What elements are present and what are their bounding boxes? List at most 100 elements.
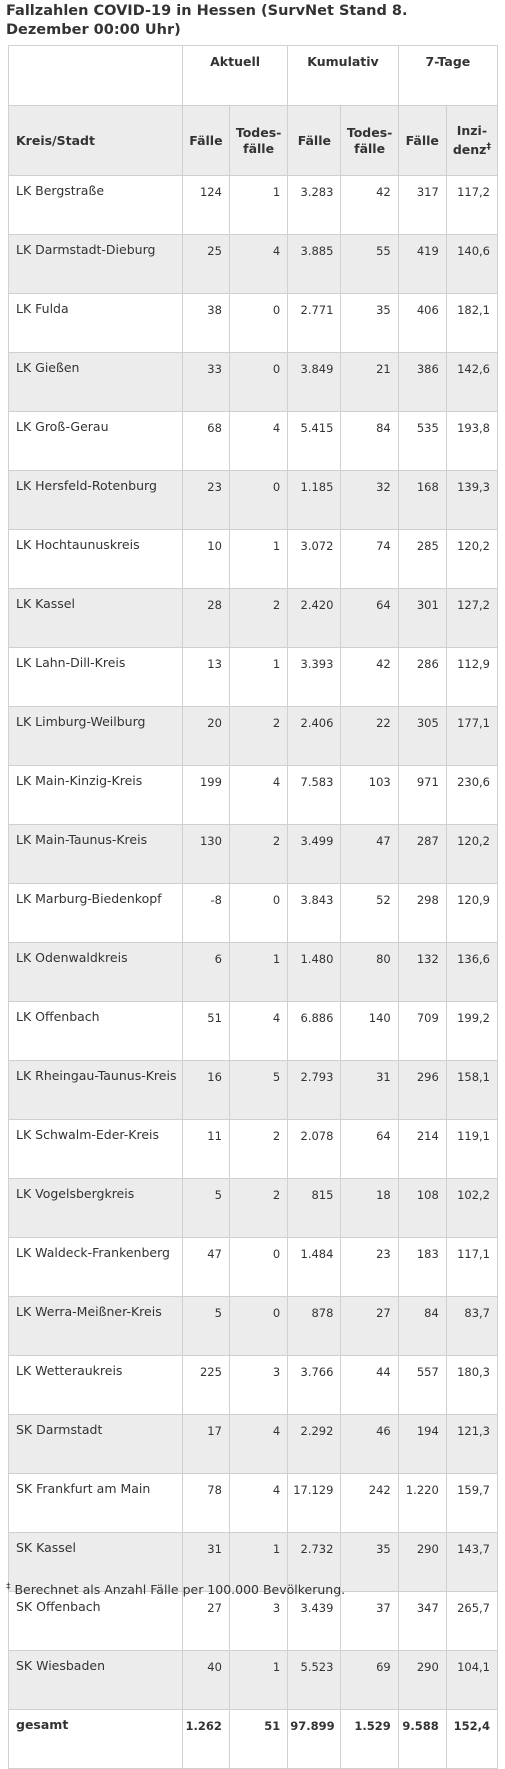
cell-aktuell-todesfaelle: 2 [228,706,289,766]
cell-7-tage-faelle: 406 [397,293,447,353]
cell-aktuell-todesfaelle: 1 [228,1650,289,1710]
table-row: LK Offenbach 51 4 6.886 140 709 199,2 [8,1001,499,1061]
cell-kumulativ-todesfaelle: 44 [340,1355,399,1415]
cell-kreis-stadt: gesamt [8,1709,183,1769]
cell-kreis-stadt: LK Main-Kinzig-Kreis [8,765,183,825]
cell-kumulativ-todesfaelle: 64 [340,1119,399,1179]
column-header-7-tage-faelle: Fälle [397,105,447,176]
cell-kumulativ-todesfaelle: 35 [340,293,399,353]
cell-aktuell-faelle: 68 [181,411,230,471]
cell-inzidenz: 119,1 [445,1119,499,1179]
cell-inzidenz: 177,1 [445,706,499,766]
column-header-inzidenz: Inzi-denz‡ [445,105,499,176]
cell-kumulativ-faelle: 1.480 [287,942,342,1002]
cell-7-tage-faelle: 296 [397,1060,447,1120]
cell-7-tage-faelle: 183 [397,1237,447,1297]
group-header-7-tage: 7-Tage [397,45,499,106]
cell-kumulativ-todesfaelle: 84 [340,411,399,471]
cell-7-tage-faelle: 347 [397,1591,447,1651]
cell-kreis-stadt: LK Waldeck-Frankenberg [8,1237,183,1297]
cell-kumulativ-faelle: 5.415 [287,411,342,471]
cell-7-tage-faelle: 108 [397,1178,447,1238]
table-row: LK Gießen 33 0 3.849 21 386 142,6 [8,352,499,412]
cell-kumulativ-faelle: 3.439 [287,1591,342,1651]
footnote-text: Berechnet als Anzahl Fälle per 100.000 B… [10,1582,346,1598]
table-row: LK Fulda 38 0 2.771 35 406 182,1 [8,293,499,353]
cell-kumulativ-faelle: 3.766 [287,1355,342,1415]
cell-inzidenz: 230,6 [445,765,499,825]
page-title: Fallzahlen COVID-19 in Hessen (SurvNet S… [6,3,408,38]
cell-kumulativ-todesfaelle: 140 [340,1001,399,1061]
group-header-row: Aktuell Kumulativ 7-Tage [8,45,499,106]
cell-kumulativ-faelle: 6.886 [287,1001,342,1061]
cell-kreis-stadt: SK Kassel [8,1532,183,1592]
column-header-kreis-stadt: Kreis/Stadt [8,105,183,176]
table-row: SK Frankfurt am Main 78 4 17.129 242 1.220 159… [8,1473,499,1533]
cell-kumulativ-faelle: 878 [287,1296,342,1356]
inzidenz-label: Inzi-denz [452,122,488,158]
cell-kumulativ-faelle: 2.732 [287,1532,342,1592]
table-row: LK Kassel 28 2 2.420 64 301 127,2 [8,588,499,648]
cell-kreis-stadt: LK Kassel [8,588,183,648]
table-row: LK Marburg-Biedenkopf -8 0 3.843 52 298 120,9 [8,883,499,943]
cell-kumulativ-faelle: 1.484 [287,1237,342,1297]
cell-kumulativ-faelle: 3.843 [287,883,342,943]
cell-aktuell-todesfaelle: 4 [228,1473,289,1533]
cell-inzidenz: 193,8 [445,411,499,471]
cell-7-tage-faelle: 132 [397,942,447,1002]
cell-inzidenz: 199,2 [445,1001,499,1061]
cell-aktuell-todesfaelle: 4 [228,411,289,471]
cell-aktuell-todesfaelle: 0 [228,1296,289,1356]
cell-kumulativ-todesfaelle: 42 [340,647,399,707]
table-body: LK Bergstraße 124 1 3.283 42 317 117,2 LK Darms… [8,175,499,1769]
cell-inzidenz: 120,2 [445,824,499,884]
cell-aktuell-faelle: 13 [181,647,230,707]
cell-kumulativ-todesfaelle: 1.529 [340,1709,399,1769]
cell-kumulativ-todesfaelle: 69 [340,1650,399,1710]
table-row: LK Hersfeld-Rotenburg 23 0 1.185 32 168 139,3 [8,470,499,530]
cell-kumulativ-todesfaelle: 27 [340,1296,399,1356]
cell-kreis-stadt: SK Offenbach [8,1591,183,1651]
cell-aktuell-todesfaelle: 4 [228,765,289,825]
cell-aktuell-todesfaelle: 4 [228,1414,289,1474]
cell-aktuell-faelle: 16 [181,1060,230,1120]
cell-kreis-stadt: LK Hersfeld-Rotenburg [8,470,183,530]
cell-kumulativ-faelle: 1.185 [287,470,342,530]
cell-kumulativ-todesfaelle: 18 [340,1178,399,1238]
cell-aktuell-todesfaelle: 0 [228,293,289,353]
cell-inzidenz: 140,6 [445,234,499,294]
cell-aktuell-faelle: 28 [181,588,230,648]
cell-aktuell-faelle: 40 [181,1650,230,1710]
table-row: LK Bergstraße 124 1 3.283 42 317 117,2 [8,175,499,235]
table-row: SK Darmstadt 17 4 2.292 46 194 121,3 [8,1414,499,1474]
cell-kumulativ-faelle: 5.523 [287,1650,342,1710]
cell-7-tage-faelle: 9.588 [397,1709,447,1769]
cell-kumulativ-faelle: 3.885 [287,234,342,294]
cell-inzidenz: 104,1 [445,1650,499,1710]
cell-aktuell-faelle: 33 [181,352,230,412]
cell-inzidenz: 102,2 [445,1178,499,1238]
cell-inzidenz: 142,6 [445,352,499,412]
cell-7-tage-faelle: 419 [397,234,447,294]
cell-kumulativ-faelle: 3.393 [287,647,342,707]
cell-kumulativ-faelle: 17.129 [287,1473,342,1533]
cell-inzidenz: 143,7 [445,1532,499,1592]
cell-kreis-stadt: SK Wiesbaden [8,1650,183,1710]
cell-kumulativ-todesfaelle: 103 [340,765,399,825]
table-row: LK Vogelsbergkreis 5 2 815 18 108 102,2 [8,1178,499,1238]
cell-kreis-stadt: LK Vogelsbergkreis [8,1178,183,1238]
cell-inzidenz: 152,4 [445,1709,499,1769]
cell-aktuell-todesfaelle: 4 [228,1001,289,1061]
cell-inzidenz: 182,1 [445,293,499,353]
table-row: LK Hochtaunuskreis 10 1 3.072 74 285 120,2 [8,529,499,589]
cell-kreis-stadt: LK Odenwaldkreis [8,942,183,1002]
cell-kumulativ-faelle: 2.292 [287,1414,342,1474]
cell-inzidenz: 127,2 [445,588,499,648]
cell-aktuell-faelle: 6 [181,942,230,1002]
cell-kumulativ-todesfaelle: 21 [340,352,399,412]
footnote-marker: ‡ [6,1582,11,1592]
cell-7-tage-faelle: 290 [397,1532,447,1592]
cell-7-tage-faelle: 709 [397,1001,447,1061]
cell-kumulativ-todesfaelle: 80 [340,942,399,1002]
cell-inzidenz: 139,3 [445,470,499,530]
